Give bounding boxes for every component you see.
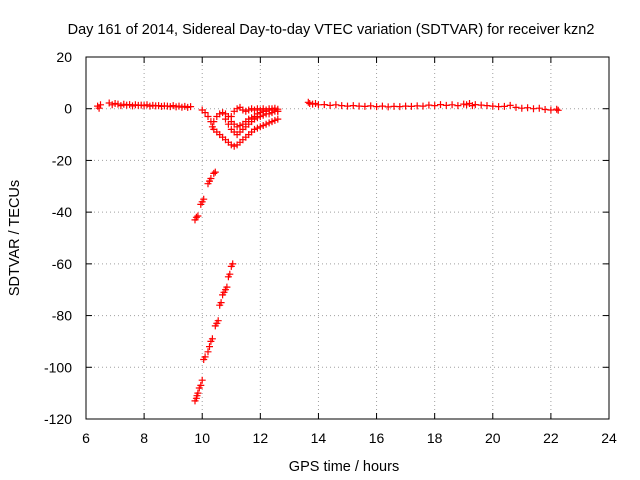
data-point <box>454 102 462 110</box>
data-point <box>448 101 456 109</box>
y-tick-label: -80 <box>52 308 72 324</box>
data-point <box>210 118 218 126</box>
data-point <box>500 102 508 110</box>
data-point <box>226 270 234 278</box>
data-point <box>95 104 103 112</box>
data-point <box>262 107 270 115</box>
x-tick-label: 24 <box>601 430 617 446</box>
data-point <box>214 317 222 325</box>
data-point <box>201 353 209 361</box>
data-point <box>201 109 209 117</box>
data-point <box>367 102 375 110</box>
y-tick-labels: 20 0 -20 -40 -60 -80 -100 -120 <box>44 49 72 427</box>
data-point <box>207 175 215 182</box>
x-tick-label: 18 <box>427 430 443 446</box>
data-point <box>274 115 282 123</box>
x-tick-label: 16 <box>369 430 385 446</box>
data-point <box>198 376 206 384</box>
y-tick-label: 0 <box>64 101 72 117</box>
data-point <box>506 101 514 109</box>
data-point <box>210 169 218 177</box>
grid-lines <box>86 57 609 419</box>
x-tick-label: 14 <box>311 430 327 446</box>
data-point <box>471 101 479 109</box>
data-point <box>223 283 231 291</box>
data-point <box>204 348 212 356</box>
data-point <box>204 113 212 120</box>
x-tick-labels: 6 8 10 12 14 16 18 20 22 24 <box>82 430 617 446</box>
data-point <box>547 106 555 114</box>
data-point <box>97 101 104 109</box>
data-point <box>262 120 270 128</box>
data-point <box>192 213 200 221</box>
data-point <box>437 101 444 109</box>
y-tick-label: -120 <box>44 411 72 427</box>
data-point <box>320 101 328 109</box>
data-point <box>304 98 312 106</box>
x-tick-label: 12 <box>253 430 269 446</box>
data-point <box>194 212 202 220</box>
data-point <box>535 104 543 112</box>
data-point <box>206 343 213 351</box>
y-tick-label: -100 <box>44 359 72 375</box>
data-point <box>524 104 532 112</box>
data-point <box>208 335 216 343</box>
x-tick-label: 22 <box>543 430 559 446</box>
data-point <box>554 106 562 114</box>
y-tick-label: -20 <box>52 152 72 168</box>
y-tick-label: -60 <box>52 256 72 272</box>
y-tick-label: 20 <box>56 49 72 65</box>
data-point <box>187 103 195 111</box>
data-point <box>211 168 219 176</box>
x-tick-label: 20 <box>485 430 501 446</box>
plot-frame <box>85 56 610 420</box>
x-axis-label: GPS time / hours <box>289 459 399 475</box>
data-point <box>431 102 439 110</box>
x-tick-label: 8 <box>140 430 148 446</box>
data-point <box>419 102 427 110</box>
data-point <box>332 101 340 109</box>
data-point <box>224 113 232 120</box>
data-points <box>94 98 562 405</box>
data-point <box>378 102 386 110</box>
data-point <box>217 299 225 307</box>
data-point <box>512 103 520 111</box>
chart-title: Day 161 of 2014, Sidereal Day-to-day VTE… <box>68 22 595 38</box>
data-point <box>229 260 237 268</box>
x-tick-label: 10 <box>194 430 210 446</box>
y-tick-label: -40 <box>52 204 72 220</box>
data-point <box>553 105 561 113</box>
y-axis-label: SDTVAR / TECUs <box>7 180 23 296</box>
x-tick-label: 6 <box>82 430 90 446</box>
axis-ticks <box>85 56 610 420</box>
data-point <box>314 101 322 109</box>
data-point <box>194 389 202 397</box>
data-point <box>200 195 208 203</box>
data-point <box>197 381 205 389</box>
data-point <box>274 107 282 115</box>
